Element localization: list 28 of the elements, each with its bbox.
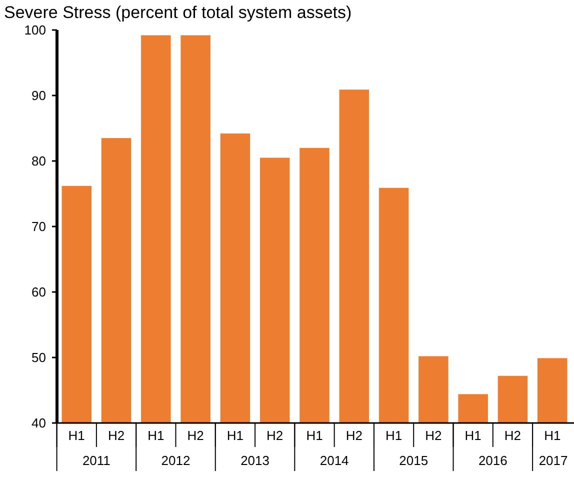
x-tick-label: H1 bbox=[385, 428, 402, 443]
y-tick-label: 50 bbox=[32, 350, 46, 366]
y-tick-label: 40 bbox=[32, 416, 46, 431]
text: 2015 bbox=[399, 453, 428, 468]
text: 2017 bbox=[538, 453, 568, 468]
text: 2011 bbox=[82, 453, 110, 468]
text: 2014 bbox=[320, 453, 349, 468]
y-tick-label: 100 bbox=[24, 22, 46, 38]
y-tick-label: 80 bbox=[32, 154, 46, 169]
y-tick-label: 60 bbox=[32, 284, 46, 300]
x-tick-label: H1 bbox=[464, 428, 482, 443]
x-tick-label: H2 bbox=[108, 428, 125, 443]
y-tick-label: 90 bbox=[32, 88, 46, 104]
x-tick-label: H1 bbox=[226, 428, 244, 443]
x-tick-label: H2 bbox=[266, 428, 284, 443]
x-tick-label: H2 bbox=[504, 428, 522, 443]
x-tick-label: H1 bbox=[148, 428, 164, 443]
text: 2013 bbox=[240, 453, 270, 468]
x-tick-label: H1 bbox=[306, 428, 323, 443]
x-tick-label: H1 bbox=[544, 428, 561, 443]
text: 2016 bbox=[478, 453, 508, 468]
x-tick-label: H1 bbox=[68, 428, 85, 443]
text: 2012 bbox=[161, 453, 190, 468]
x-tick-label: H2 bbox=[187, 428, 204, 443]
y-tick-label: 70 bbox=[32, 219, 46, 234]
x-tick-label: H2 bbox=[425, 428, 442, 443]
chart-title: Severe Stress (percent of total system assets) bbox=[4, 3, 352, 22]
x-tick-label: H2 bbox=[346, 428, 362, 443]
